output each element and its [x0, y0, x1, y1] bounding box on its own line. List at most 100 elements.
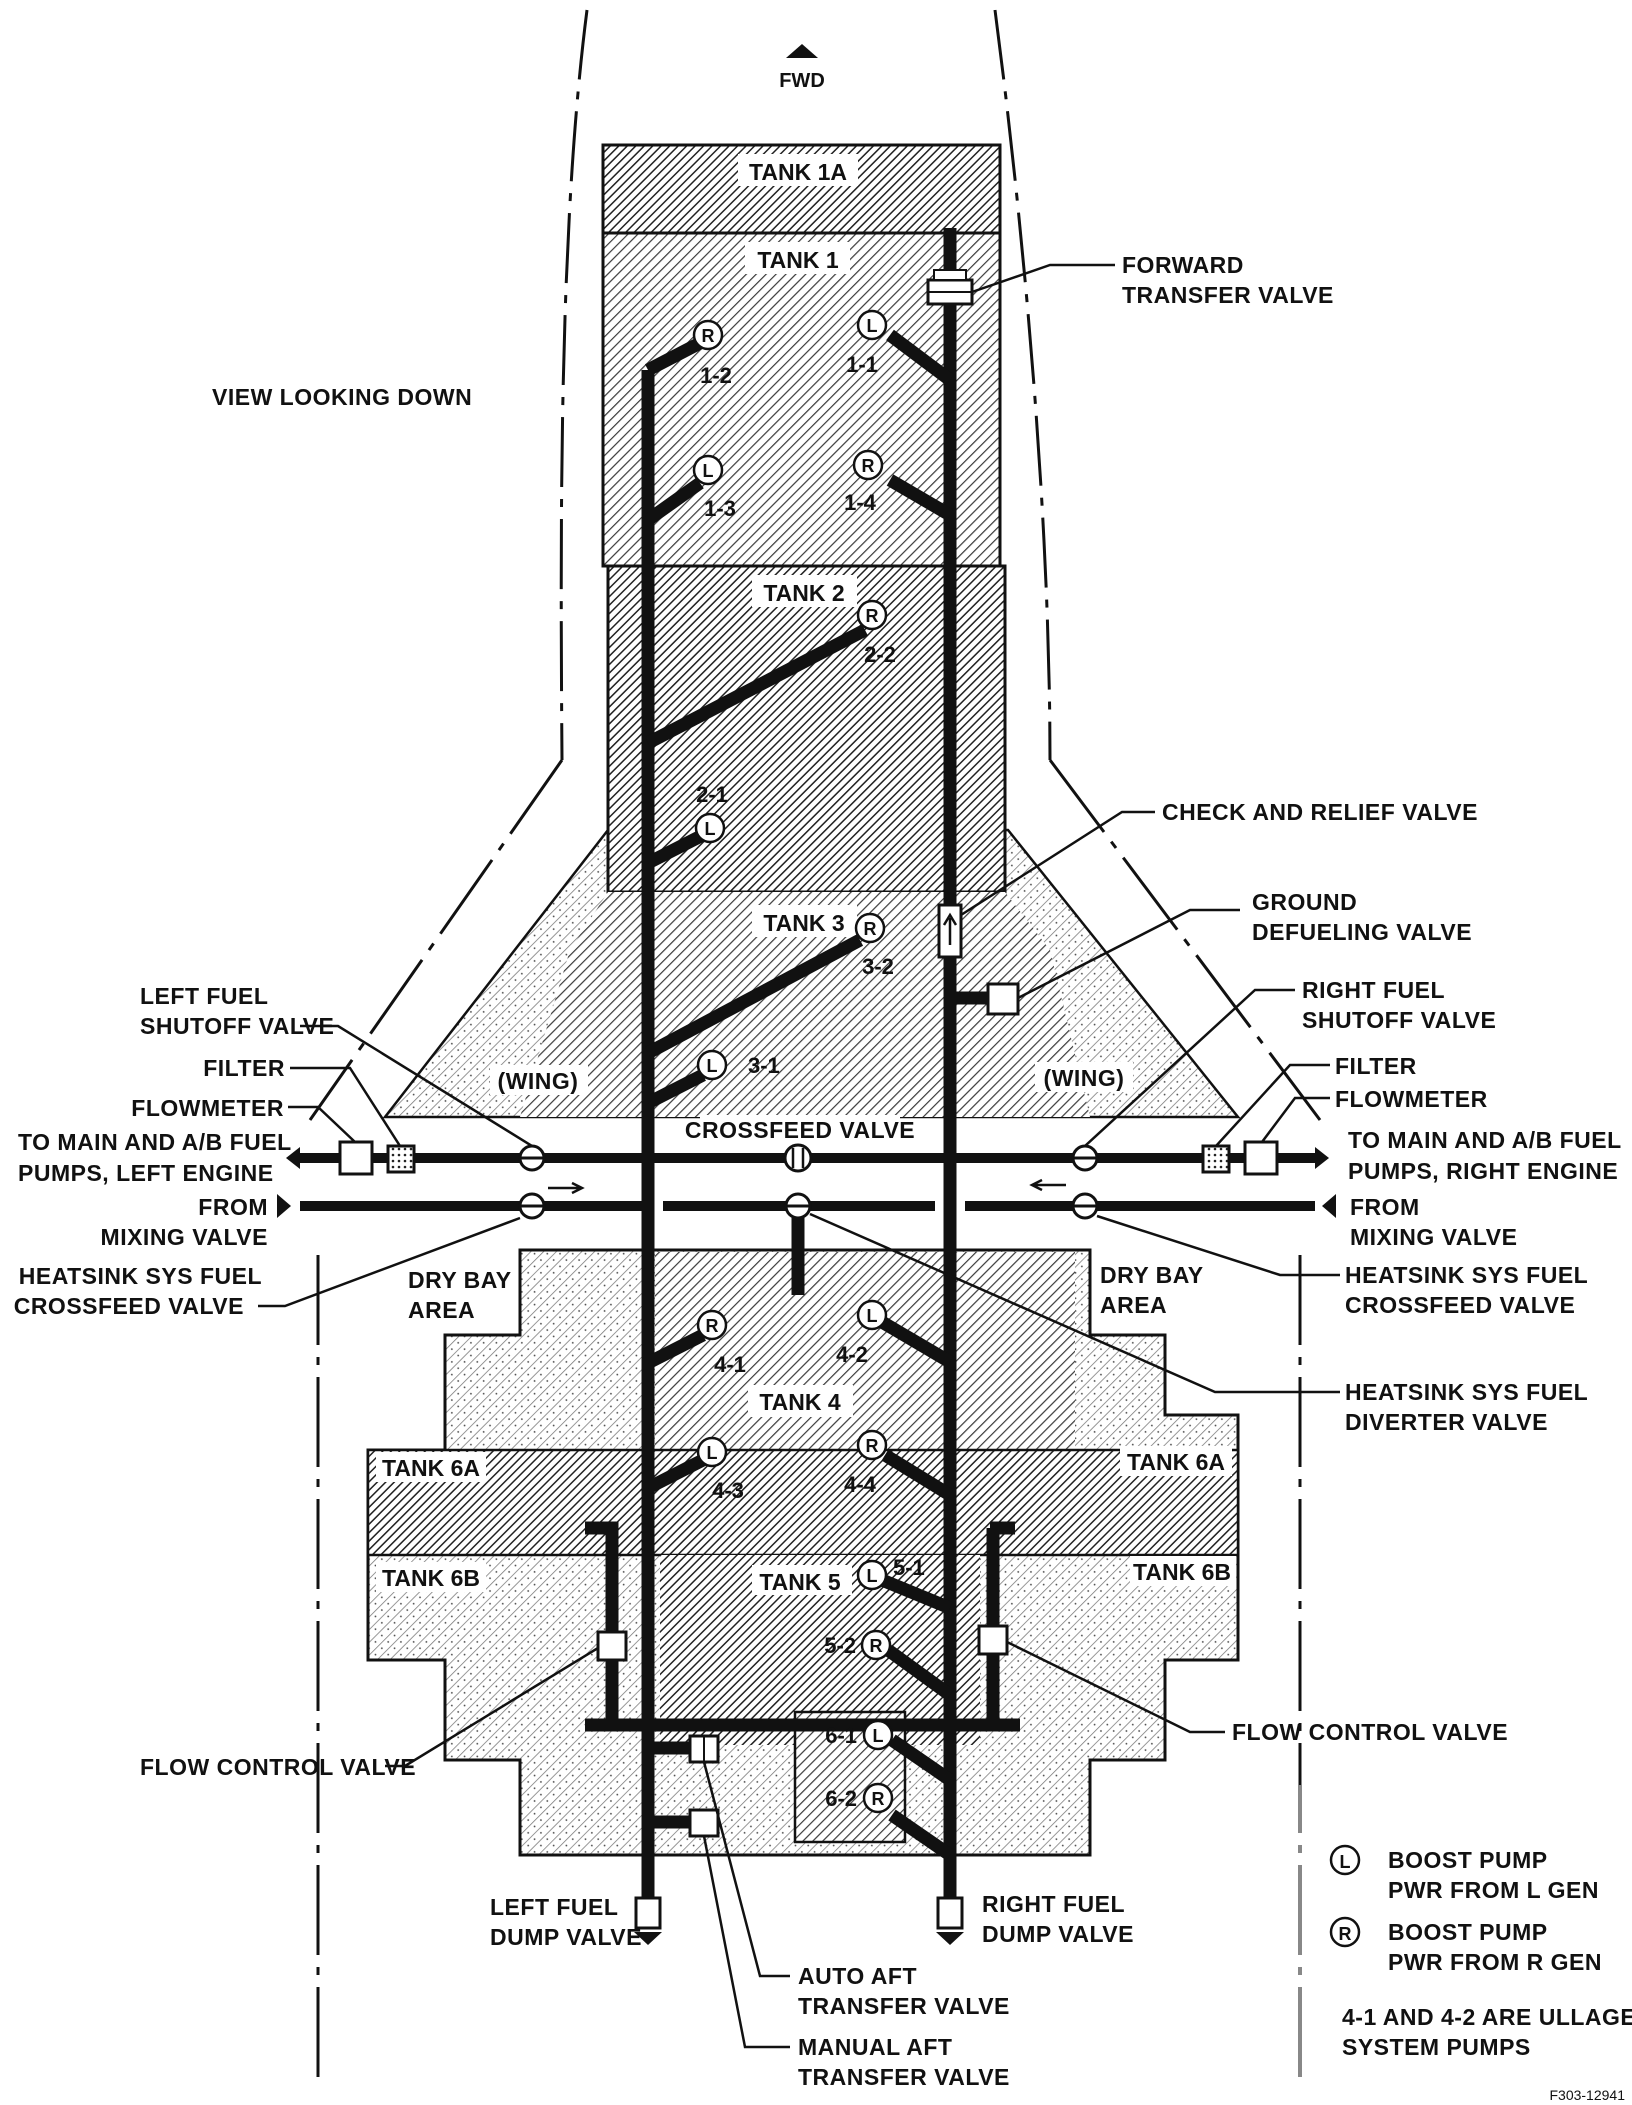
right-fuel-shutoff-valve-icon	[1071, 1144, 1099, 1172]
heatsink-crossfeed-right-label-2: CROSSFEED VALVE	[1345, 1292, 1575, 1318]
to-main-left-label-1: TO MAIN AND A/B FUEL	[18, 1129, 292, 1155]
flow-direction-arrow-right-icon	[1029, 1178, 1066, 1192]
pump-4-3-label: 4-3	[712, 1478, 744, 1503]
manual-aft-transfer-valve-icon	[688, 1808, 720, 1838]
legend-l-text-2: PWR FROM L GEN	[1388, 1877, 1599, 1903]
return-in-arrow-right-icon	[1322, 1194, 1336, 1218]
pump-1-2-icon	[692, 319, 724, 351]
flow-control-valve-left-icon	[596, 1630, 628, 1662]
pump-3-1-power: L	[707, 1056, 718, 1076]
pump-3-2-power: R	[864, 919, 877, 939]
pump-2-2-icon	[856, 599, 888, 631]
filter-right-label: FILTER	[1335, 1053, 1417, 1079]
view-label: VIEW LOOKING DOWN	[212, 384, 472, 410]
check-relief-valve-label: CHECK AND RELIEF VALVE	[1162, 799, 1478, 825]
pump-1-2-label: 1-2	[700, 363, 732, 388]
ground-defueling-valve-label-1: GROUND	[1252, 889, 1357, 915]
pump-4-1-label: 4-1	[714, 1352, 746, 1377]
pump-3-2: R 3-2	[854, 912, 894, 979]
flowmeter-left-label: FLOWMETER	[131, 1095, 284, 1121]
left-fuel-shutoff-valve-label-2: SHUTOFF VALVE	[140, 1013, 334, 1039]
pump-5-2-label: 5-2	[824, 1633, 856, 1658]
heatsink-diverter-valve-icon	[784, 1192, 812, 1220]
pump-1-3-label: 1-3	[704, 496, 736, 521]
right-fuel-shutoff-valve-label-2: SHUTOFF VALVE	[1302, 1007, 1496, 1033]
heatsink-diverter-label-1: HEATSINK SYS FUEL	[1345, 1379, 1588, 1405]
pump-4-2: L 4-2	[836, 1299, 888, 1367]
figure-id: F303-12941	[1549, 2087, 1625, 2103]
pump-1-1-icon	[856, 309, 888, 341]
auto-aft-transfer-valve-icon	[688, 1734, 720, 1764]
legend-r-text-1: BOOST PUMP	[1388, 1919, 1548, 1945]
pump-4-1: R 4-1	[696, 1309, 746, 1377]
flow-arrows	[277, 1147, 1336, 1945]
legend-note-1: 4-1 AND 4-2 ARE ULLAGE	[1342, 2004, 1632, 2030]
pump-4-4-label: 4-4	[844, 1472, 877, 1497]
pump-6-1-icon	[862, 1719, 894, 1751]
pump-3-1-label: 3-1	[748, 1053, 780, 1078]
ground-defueling-valve-label-2: DEFUELING VALVE	[1252, 919, 1472, 945]
pump-2-2: R 2-2	[856, 599, 896, 667]
tank-labels: TANK 1A TANK 1 TANK 2 TANK 3 TANK 4 TANK…	[376, 154, 1236, 1595]
auto-aft-transfer-valve-label-2: TRANSFER VALVE	[798, 1993, 1010, 2019]
pump-2-2-power: R	[866, 606, 879, 626]
pump-4-4-icon	[856, 1429, 888, 1461]
pump-1-2: R 1-2	[692, 319, 732, 388]
heatsink-diverter-label-2: DIVERTER VALVE	[1345, 1409, 1548, 1435]
filter-left-label: FILTER	[203, 1055, 285, 1081]
drybay-left-label-1: DRY BAY	[408, 1267, 512, 1293]
flow-control-valve-right-label: FLOW CONTROL VALVE	[1232, 1719, 1508, 1745]
tank-6b-right-label: TANK 6B	[1133, 1559, 1231, 1585]
pump-1-3: L 1-3	[692, 454, 736, 521]
pump-1-3-power: L	[703, 461, 714, 481]
forward-transfer-valve-icon	[926, 269, 974, 306]
pump-2-2-label: 2-2	[864, 642, 896, 667]
pump-2-1: L 2-1	[694, 782, 728, 844]
legend: L BOOST PUMP PWR FROM L GEN R BOOST PUMP…	[1299, 1785, 1632, 2103]
tank-6a-right-label: TANK 6A	[1127, 1449, 1225, 1475]
pump-1-4-power: R	[862, 456, 875, 476]
filter-left-icon	[386, 1144, 416, 1174]
pump-3-2-label: 3-2	[862, 954, 894, 979]
heatsink-crossfeed-left-label-1: HEATSINK SYS FUEL	[19, 1263, 262, 1289]
legend-r-symbol-icon	[1329, 1916, 1361, 1948]
pump-5-2: R 5-2	[824, 1629, 892, 1661]
dump-arrow-left-icon	[634, 1932, 662, 1945]
pump-4-2-label: 4-2	[836, 1342, 868, 1367]
pump-1-1: L 1-1	[846, 309, 888, 377]
legend-l-symbol-text: L	[1340, 1852, 1351, 1872]
pump-4-3-icon	[696, 1436, 728, 1468]
wing-right-label: (WING)	[1044, 1065, 1125, 1091]
heatsink-crossfeed-right-label-1: HEATSINK SYS FUEL	[1345, 1262, 1588, 1288]
forward-transfer-valve-label-1: FORWARD	[1122, 252, 1244, 278]
legend-l-symbol-icon	[1329, 1844, 1361, 1876]
to-main-right-label-2: PUMPS, RIGHT ENGINE	[1348, 1158, 1618, 1184]
wing-left-label: (WING)	[498, 1068, 579, 1094]
legend-note-2: SYSTEM PUMPS	[1342, 2034, 1531, 2060]
tank-shapes	[366, 143, 1241, 1857]
pump-3-1: L 3-1	[696, 1049, 780, 1081]
filter-right-icon	[1201, 1144, 1231, 1174]
right-fuel-dump-valve-icon	[936, 1896, 964, 1930]
check-relief-valve-icon	[937, 903, 963, 959]
tank-2-label: TANK 2	[763, 580, 844, 606]
tank-5-label: TANK 5	[759, 1569, 841, 1595]
pump-4-4-power: R	[866, 1436, 879, 1456]
pump-6-2-power: R	[872, 1789, 885, 1809]
legend-r-text-2: PWR FROM R GEN	[1388, 1949, 1602, 1975]
right-fuel-dump-valve-label-2: DUMP VALVE	[982, 1921, 1134, 1947]
pump-layer: L 1-1 R 1-2 L 1-3 R 1-4 L 2-1 R 2-2 L 3-1 R 3-2 R 4-1 L 4-2…	[692, 309, 925, 1814]
pump-1-4-label: 1-4	[844, 490, 877, 515]
pump-6-1-power: L	[873, 1726, 884, 1746]
dump-arrow-right-icon	[936, 1932, 964, 1945]
pump-5-1-icon	[856, 1559, 888, 1591]
area-labels: (WING) (WING) DRY BAY AREA DRY BAY AREA	[408, 1062, 1203, 1323]
pump-1-3-icon	[692, 454, 724, 486]
pump-5-2-power: R	[870, 1636, 883, 1656]
leader-lines	[258, 263, 1340, 2049]
legend-r-symbol-text: R	[1339, 1924, 1352, 1944]
pump-1-1-power: L	[867, 316, 878, 336]
tank-6a-left-label: TANK 6A	[382, 1455, 480, 1481]
heatsink-crossfeed-valve-left-icon	[518, 1192, 546, 1220]
pump-5-1-label: 5-1	[893, 1555, 925, 1580]
